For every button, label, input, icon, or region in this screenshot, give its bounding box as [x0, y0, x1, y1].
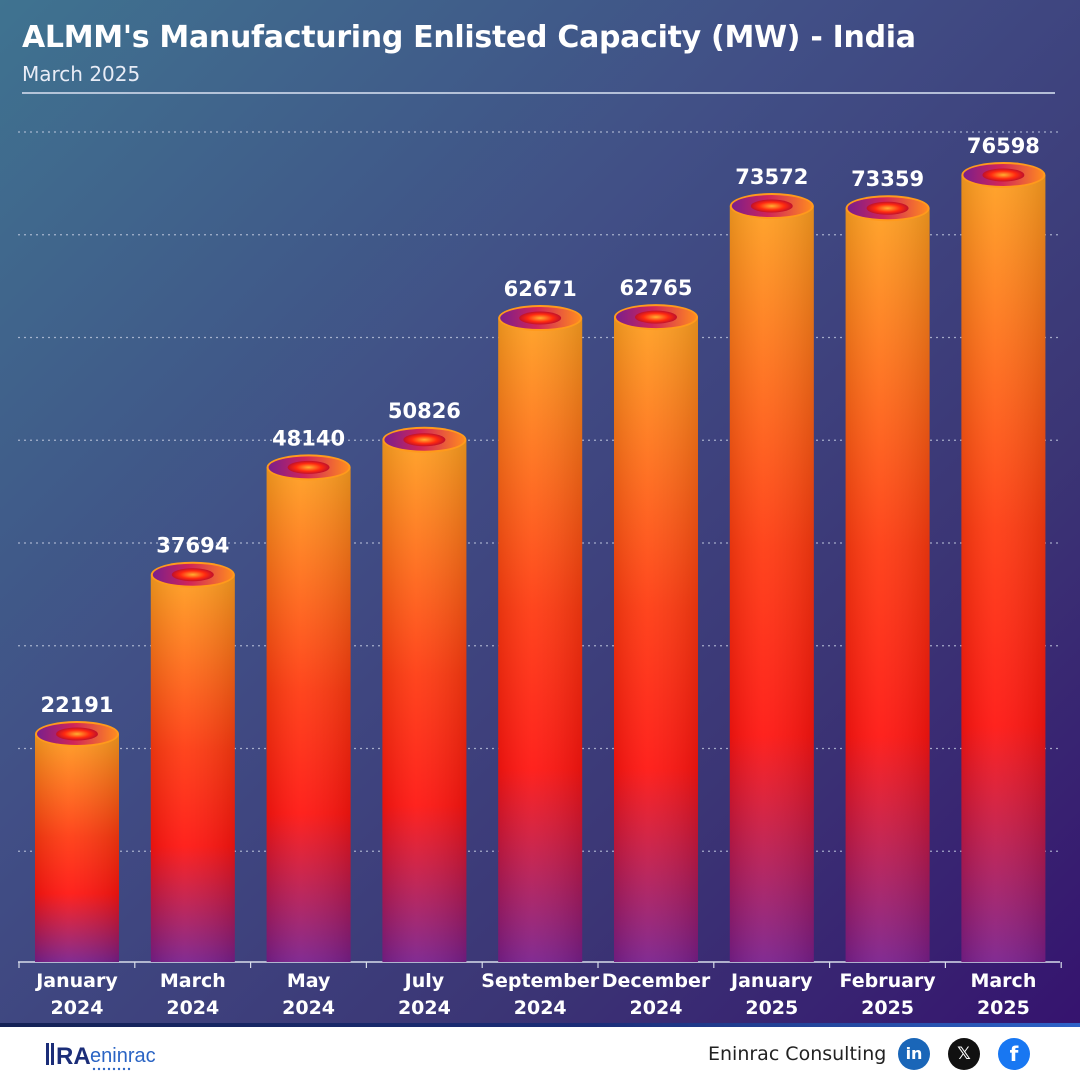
- x-tick-label-year: 2025: [861, 997, 914, 1019]
- data-label: 73572: [735, 165, 808, 189]
- x-tick-label-year: 2024: [630, 997, 683, 1019]
- bar-group: [266, 454, 351, 962]
- x-tick-label-month: January: [34, 970, 118, 992]
- bar-group: [35, 720, 119, 962]
- x-tick-label-month: May: [287, 970, 331, 992]
- x-tick-label-month: March: [160, 970, 226, 992]
- bar-group: [845, 195, 930, 963]
- bar-group: [498, 305, 583, 962]
- x-tick-label-month: September: [481, 970, 599, 992]
- title-divider: [22, 92, 1055, 94]
- labels: 22191 January 2024 37694 March 2024 48140 May 20…: [34, 134, 1040, 1019]
- data-label: 48140: [272, 426, 345, 450]
- bar-shading: [498, 318, 583, 962]
- bar-shading: [845, 208, 930, 963]
- bar-group: [614, 304, 698, 963]
- x-tick-label-year: 2025: [977, 997, 1030, 1019]
- data-label: 22191: [40, 693, 113, 717]
- bar-group: [961, 161, 1046, 962]
- x-tick-label-month: December: [602, 970, 711, 992]
- bar-hole: [635, 310, 677, 324]
- bar-hole: [982, 168, 1025, 182]
- x-tick-label-year: 2024: [51, 997, 104, 1019]
- x-tick-label-year: 2024: [282, 997, 335, 1019]
- data-label: 76598: [967, 134, 1040, 158]
- bar-shading: [382, 439, 467, 963]
- bar-hole: [519, 311, 562, 325]
- data-label: 50826: [388, 399, 461, 423]
- x-tick-label-month: January: [729, 970, 813, 992]
- x-tick-label-month: July: [403, 970, 445, 992]
- data-label: 37694: [156, 534, 229, 558]
- bar-shading: [266, 467, 351, 962]
- bar-hole: [171, 568, 214, 582]
- x-tick-label-year: 2025: [745, 997, 798, 1019]
- svg-text:RA: RA: [56, 1043, 91, 1070]
- bar-shading: [729, 206, 814, 962]
- bar-hole: [866, 201, 909, 215]
- footer-bar: RA eninrac Eninrac Consulting in 𝕏 f: [0, 1023, 1080, 1080]
- eninrac-logo[interactable]: RA eninrac: [46, 1039, 196, 1073]
- data-label: 62671: [504, 277, 577, 301]
- linkedin-glyph: in: [905, 1044, 923, 1063]
- x-tick-label-year: 2024: [166, 997, 219, 1019]
- bar-group: [150, 561, 235, 962]
- company-name: Eninrac Consulting: [708, 1043, 887, 1065]
- facebook-glyph: f: [1009, 1042, 1019, 1066]
- x-tick-label-year: 2024: [514, 997, 567, 1019]
- bar-group: [729, 193, 814, 962]
- bar-shading: [150, 574, 235, 962]
- bar-group: [382, 426, 467, 963]
- x-tick-label-year: 2024: [398, 997, 451, 1019]
- x-tick-label-month: February: [840, 970, 937, 992]
- data-label: 73359: [851, 167, 924, 191]
- bar-shading: [614, 317, 698, 963]
- bar-hole: [287, 460, 330, 474]
- bar-hole: [403, 433, 446, 447]
- footer-accent-stripe: [0, 1023, 1080, 1027]
- bar-hole: [56, 727, 98, 741]
- facebook-icon[interactable]: f: [998, 1038, 1030, 1070]
- bars: [35, 161, 1046, 963]
- linkedin-icon[interactable]: in: [898, 1038, 930, 1070]
- x-tick-label-month: March: [970, 970, 1036, 992]
- bar-shading: [961, 174, 1046, 962]
- data-label: 62765: [619, 276, 692, 300]
- x-glyph: 𝕏: [957, 1044, 971, 1064]
- bar-hole: [750, 199, 793, 213]
- x-icon[interactable]: 𝕏: [948, 1038, 980, 1070]
- bar-shading: [35, 733, 119, 962]
- chart-subtitle: March 2025: [22, 62, 141, 86]
- x-axis: [18, 961, 1062, 968]
- chart-title: ALMM's Manufacturing Enlisted Capacity (…: [22, 20, 916, 55]
- logo-wordmark: eninrac: [90, 1045, 156, 1067]
